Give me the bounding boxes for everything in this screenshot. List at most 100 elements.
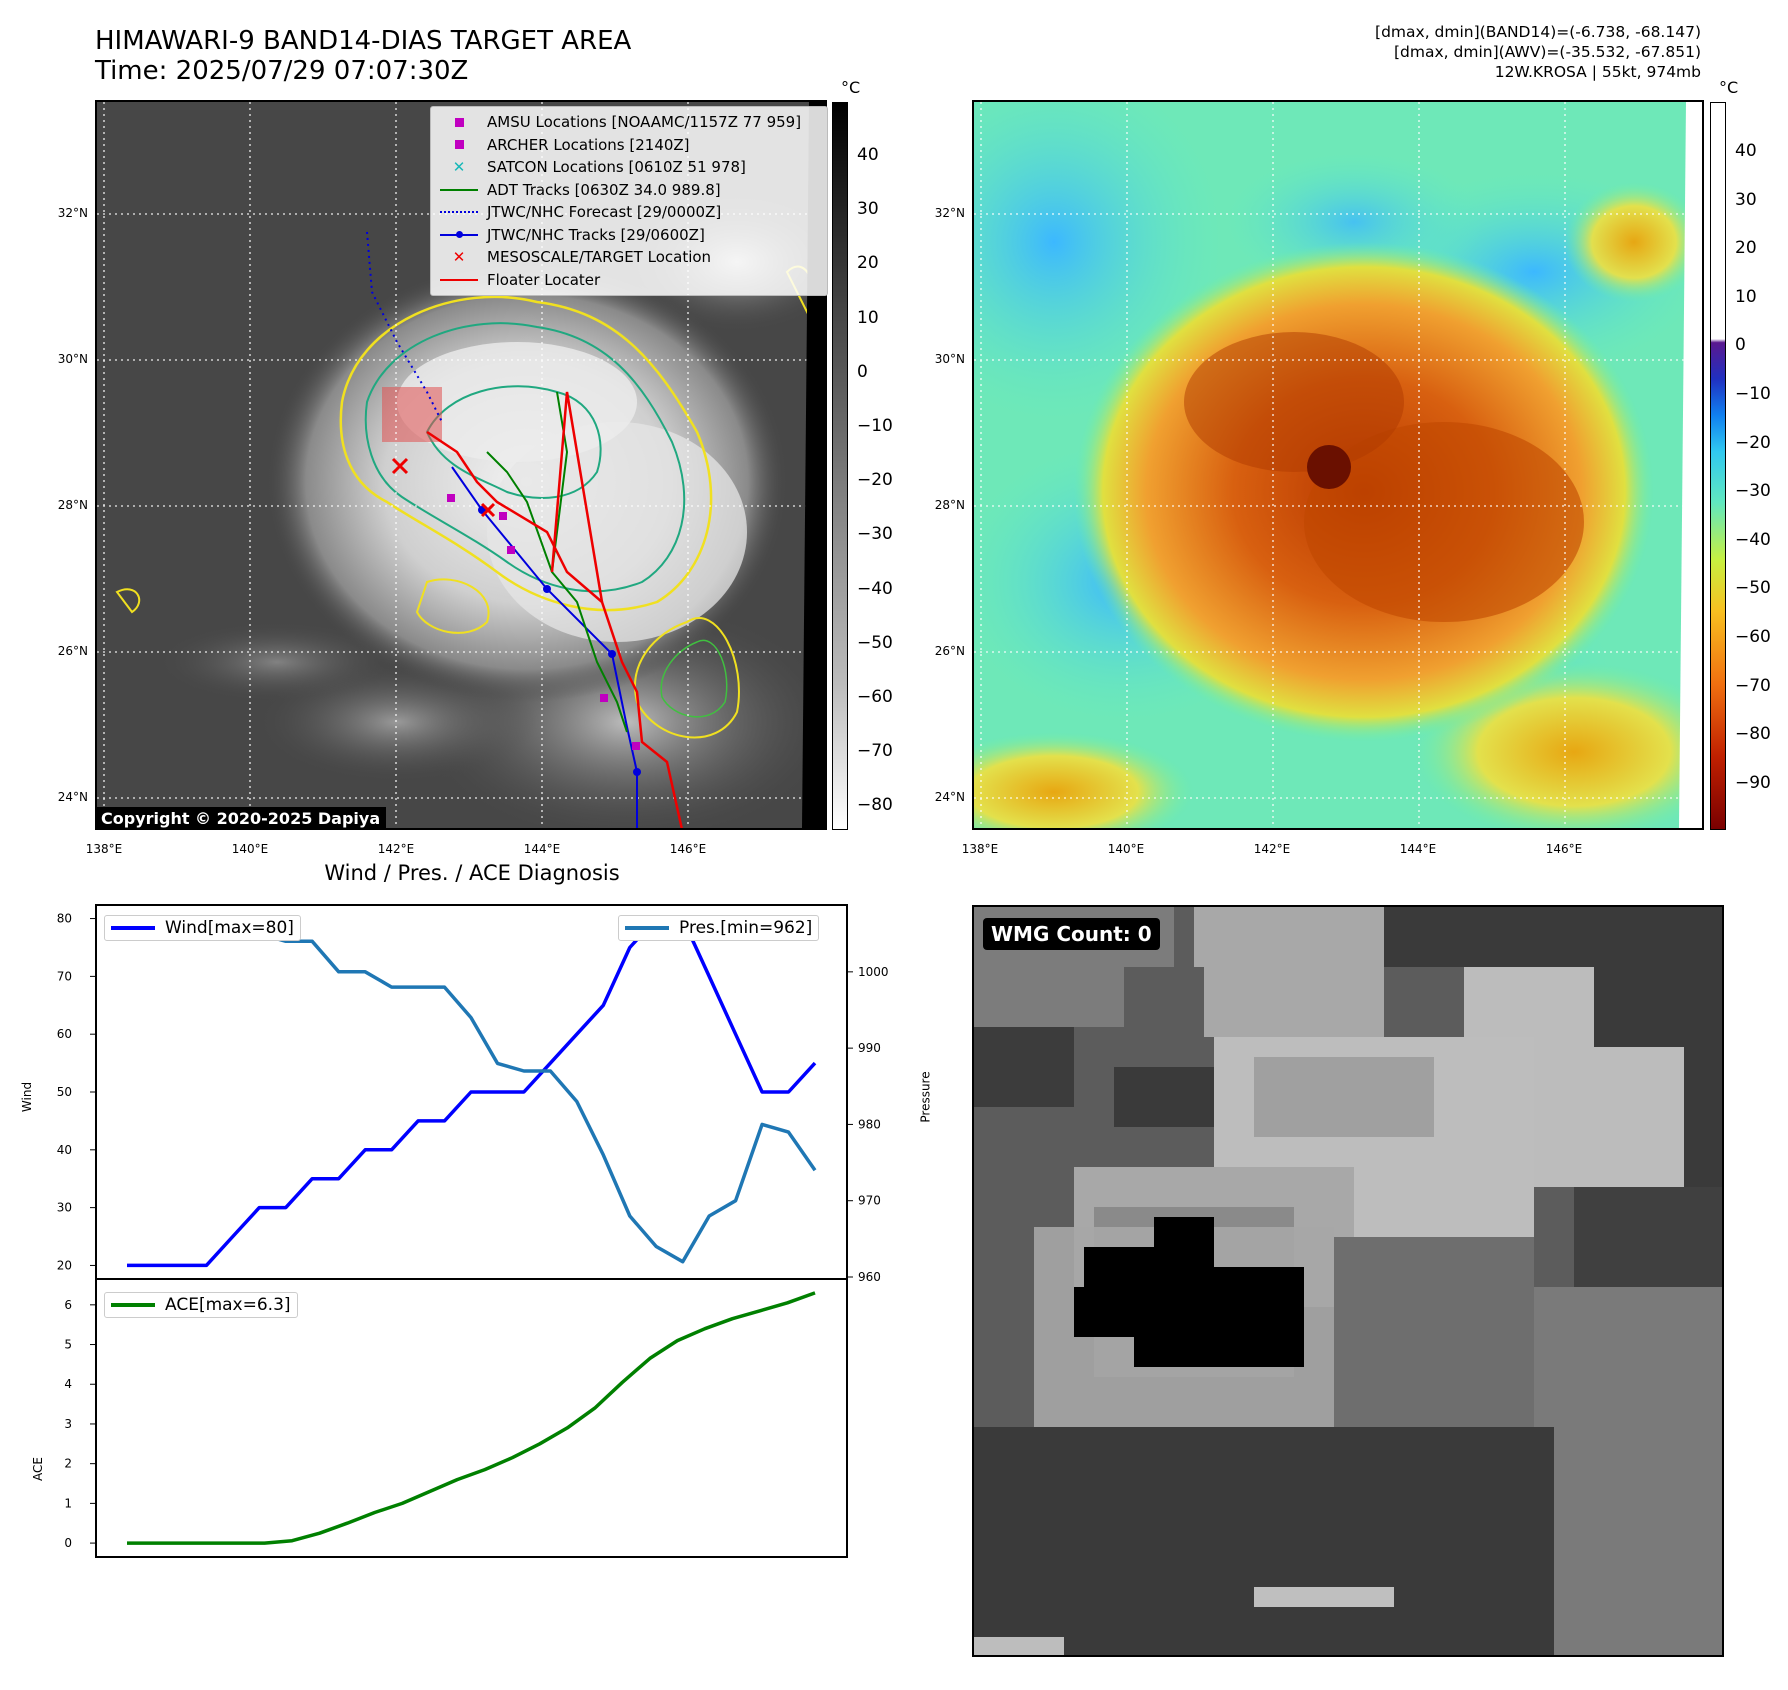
figure-title: HIMAWARI-9 BAND14-DIAS TARGET AREA Time: … [95, 26, 631, 86]
ir-colorbar-tick-label: −10 [857, 416, 893, 436]
ir-colorbar-tick-label: −20 [857, 470, 893, 491]
wv-lat-label-28: 28°N [934, 498, 965, 512]
wmg-image [974, 907, 1722, 1655]
legend-item-jtwc-forecast: JTWC/NHC Forecast [29/0000Z] [439, 201, 819, 224]
wv-lon-label-138: 138°E [961, 842, 999, 856]
legend-item-floater: Floater Locater [439, 269, 819, 292]
title-line-1: HIMAWARI-9 BAND14-DIAS TARGET AREA [95, 26, 632, 56]
legend-item-target: ✕ MESOSCALE/TARGET Location [452, 248, 712, 266]
wv-lat-label-24: 24°N [934, 790, 965, 804]
wmg-count-badge: WMG Count: 0 [983, 918, 1160, 950]
pressure-axis-label: Pressure [918, 1071, 933, 1123]
wind-axis-tick-label: 70 [57, 969, 72, 983]
ace-axis-tick-label: 3 [64, 1417, 72, 1431]
wv-lon-label-146: 146°E [1545, 842, 1583, 856]
wind-axis-tick-label: 60 [57, 1027, 72, 1041]
ir-colorbar-tick-label: 30 [857, 199, 879, 220]
pressure-axis-tick-label: 990 [858, 1041, 881, 1055]
storm-info: [dmax, dmin](BAND14)=(-6.738, -68.147) [… [1375, 22, 1701, 82]
wv-colorbar-tick-label: −60 [1735, 627, 1771, 647]
ir-colorbar-unit: °C [841, 78, 861, 97]
pressure-axis-tick-label: 970 [858, 1194, 881, 1208]
title-line-2: Time: 2025/07/29 07:07:30Z [95, 56, 469, 86]
wv-colorbar-tick-label: −30 [1735, 481, 1771, 502]
wind-axis-label: Wind [20, 1081, 35, 1113]
wv-colorbar-tick-label: −70 [1735, 675, 1771, 696]
storm-summary: 12W.KROSA | 55kt, 974mb [1494, 63, 1701, 81]
ir-lon-label-142: 142°E [377, 842, 415, 856]
ir-lat-label-32: 32°N [57, 206, 88, 220]
ir-colorbar-tick-label: −50 [857, 632, 893, 653]
map-legend: AMSU Locations [NOAAMC/1157Z 77 959] ARC… [430, 106, 828, 296]
wv-lat-label-30: 30°N [934, 352, 965, 366]
wv-colorbar-tick-label: −80 [1735, 724, 1771, 745]
wind-axis-tick-label: 30 [57, 1201, 72, 1215]
ace-axis-tick-label: 2 [64, 1457, 72, 1471]
wv-colorbar-tick-label: 20 [1735, 238, 1757, 259]
wv-lat-label-32: 32°N [934, 206, 965, 220]
legend-item-amsu: AMSU Locations [NOAAMC/1157Z 77 959] [439, 111, 819, 134]
copyright-label: Copyright © 2020-2025 Dapiya [95, 807, 387, 830]
wv-colorbar-tick-label: −20 [1735, 432, 1771, 453]
wv-colorbar-unit: °C [1719, 78, 1739, 97]
pressure-series-line [127, 916, 817, 1264]
legend-item-archer: ARCHER Locations [2140Z] [439, 134, 819, 157]
wv-colorbar-tick-label: −10 [1735, 384, 1771, 404]
wv-colorbar-tick-label: 30 [1735, 189, 1757, 210]
legend-item-satcon: ✕ SATCON Locations [0610Z 51 978] [452, 158, 746, 176]
ace-axis-tick-label: 0 [64, 1536, 72, 1550]
ir-lon-label-140: 140°E [231, 842, 269, 856]
diagnosis-frame [95, 904, 848, 1558]
wv-colorbar-tick-label: −50 [1735, 578, 1771, 599]
pressure-axis-tick-label: 1000 [858, 965, 889, 979]
ace-legend: ACE[max=6.3] [104, 1292, 298, 1318]
wv-map-panel [972, 100, 1704, 830]
wind-series-line [127, 916, 817, 1268]
ir-colorbar-tick-label: 20 [857, 253, 879, 274]
ir-colorbar [832, 102, 848, 830]
ir-colorbar-tick-label: −40 [857, 578, 893, 599]
wv-colorbar-tick-label: −90 [1735, 772, 1771, 793]
pressure-axis-tick-label: 960 [858, 1270, 881, 1284]
ir-lat-label-26: 26°N [57, 644, 88, 658]
wv-colorbar-tick-label: 10 [1735, 286, 1757, 307]
wv-lon-label-140: 140°E [1107, 842, 1145, 856]
ace-axis-tick-label: 6 [64, 1298, 72, 1312]
ir-lon-label-138: 138°E [85, 842, 123, 856]
wv-colorbar-tick-label: −40 [1735, 529, 1771, 550]
wind-axis-tick-label: 20 [57, 1258, 72, 1272]
ir-colorbar-tick-label: −30 [857, 524, 893, 545]
awv-range: [dmax, dmin](AWV)=(-35.532, -67.851) [1394, 43, 1701, 61]
legend-item-adt: ADT Tracks [0630Z 34.0 989.8] [439, 179, 819, 202]
ir-colorbar-tick-label: 40 [857, 145, 879, 165]
ir-colorbar-tick-label: −70 [857, 741, 893, 762]
ir-colorbar-tick-label: −60 [857, 687, 893, 707]
ace-axis-tick-label: 5 [64, 1338, 72, 1352]
wv-lon-label-144: 144°E [1399, 842, 1437, 856]
pressure-axis-tick-label: 980 [858, 1117, 881, 1131]
wind-legend: Wind[max=80] [104, 915, 301, 941]
wv-colorbar-tick-label: 40 [1735, 141, 1757, 161]
legend-item-jtwc-tracks: JTWC/NHC Tracks [29/0600Z] [439, 224, 819, 247]
wmg-panel [972, 905, 1724, 1657]
diagnosis-chart: 20 30 40 50 60 70 80 960 970 980 990 1000 0 1 2 3 4 5 6 [57, 904, 889, 1558]
wv-lat-label-26: 26°N [934, 644, 965, 658]
wind-axis-tick-label: 40 [57, 1143, 72, 1157]
ir-colorbar-tick-label: −80 [857, 795, 893, 816]
wv-colorbar-tick-label: 0 [1735, 335, 1746, 356]
ir-lat-label-30: 30°N [57, 352, 88, 366]
band14-range: [dmax, dmin](BAND14)=(-6.738, -68.147) [1375, 23, 1701, 41]
ace-axis-tick-label: 4 [64, 1377, 72, 1391]
ir-lat-label-28: 28°N [57, 498, 88, 512]
ir-colorbar-tick-label: 0 [857, 361, 868, 382]
diagnosis-title: Wind / Pres. / ACE Diagnosis [324, 861, 620, 885]
wind-axis-tick-label: 80 [57, 912, 72, 926]
wind-axis-tick-label: 50 [57, 1085, 72, 1099]
ace-axis-label: ACE [30, 1457, 45, 1481]
wv-colorbar [1710, 102, 1726, 830]
ir-lon-label-144: 144°E [523, 842, 561, 856]
ace-axis-tick-label: 1 [64, 1496, 72, 1510]
ir-colorbar-tick-label: 10 [857, 307, 879, 328]
ir-lat-label-24: 24°N [57, 790, 88, 804]
wv-lon-label-142: 142°E [1253, 842, 1291, 856]
